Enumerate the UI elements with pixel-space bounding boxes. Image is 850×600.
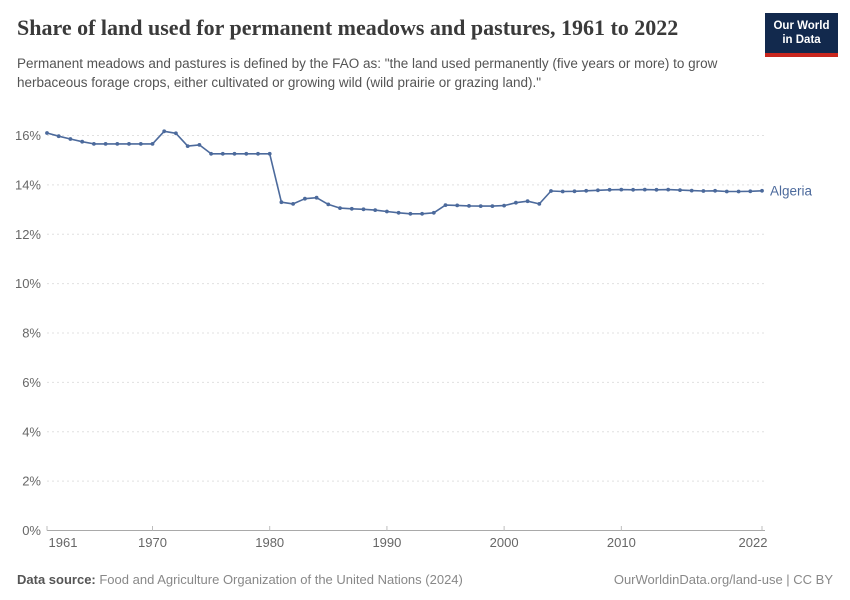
data-point[interactable]: [713, 188, 717, 193]
data-point[interactable]: [607, 187, 612, 192]
x-axis-tick-label: 1970: [138, 535, 167, 550]
data-point[interactable]: [748, 189, 753, 194]
data-point[interactable]: [420, 211, 424, 216]
data-point[interactable]: [349, 206, 354, 211]
chart-header: Share of land used for permanent meadows…: [17, 12, 789, 92]
data-point[interactable]: [373, 208, 378, 213]
data-point[interactable]: [678, 188, 682, 193]
data-point[interactable]: [443, 203, 448, 208]
chart-title: Share of land used for permanent meadows…: [17, 15, 679, 40]
credit-link[interactable]: OurWorldinData.org/land-use | CC BY: [613, 572, 833, 587]
y-axis-tick-label: 14%: [15, 177, 41, 192]
series-end-label[interactable]: Algeria: [770, 183, 813, 198]
data-point[interactable]: [490, 204, 495, 209]
data-point[interactable]: [232, 151, 237, 156]
x-axis-tick-label: 1990: [372, 535, 401, 550]
data-point[interactable]: [642, 187, 647, 192]
data-point[interactable]: [68, 137, 73, 141]
x-axis-tick-label: 1980: [255, 535, 284, 550]
data-point[interactable]: [138, 142, 143, 146]
data-point[interactable]: [209, 151, 214, 156]
data-point[interactable]: [174, 131, 178, 136]
data-point[interactable]: [572, 189, 577, 194]
data-point[interactable]: [514, 200, 518, 205]
chart-subtitle: Permanent meadows and pastures is define…: [17, 56, 718, 90]
data-point[interactable]: [361, 207, 366, 212]
data-point[interactable]: [584, 188, 589, 193]
data-point[interactable]: [537, 202, 542, 206]
y-axis-tick-label: 8%: [22, 326, 41, 341]
data-point[interactable]: [279, 200, 284, 205]
data-point[interactable]: [689, 188, 694, 193]
owid-logo-line1: Our World: [773, 20, 830, 32]
data-point[interactable]: [596, 188, 600, 193]
data-point[interactable]: [736, 189, 741, 194]
data-point[interactable]: [396, 210, 401, 215]
data-point[interactable]: [560, 189, 565, 194]
chart-footer: Data source: Food and Agriculture Organi…: [17, 572, 833, 587]
data-point[interactable]: [80, 139, 85, 144]
data-point[interactable]: [760, 188, 764, 193]
y-axis-tick-label: 10%: [15, 276, 41, 291]
data-point[interactable]: [549, 189, 553, 193]
data-point[interactable]: [162, 129, 167, 134]
data-source: Data source: Food and Agriculture Organi…: [17, 572, 463, 587]
data-point[interactable]: [291, 202, 295, 206]
y-axis-tick-label: 16%: [15, 128, 41, 143]
data-point[interactable]: [303, 196, 307, 201]
owid-logo-line2: in Data: [782, 33, 821, 46]
x-axis-tick-label: 1961: [49, 535, 78, 550]
data-point[interactable]: [619, 187, 624, 192]
data-point[interactable]: [115, 142, 120, 146]
data-point[interactable]: [220, 151, 225, 156]
data-point[interactable]: [631, 187, 635, 192]
x-axis-tick-label: 2000: [490, 535, 519, 550]
x-axis-tick-label: 2022: [739, 535, 768, 550]
data-point[interactable]: [724, 189, 729, 194]
data-point[interactable]: [431, 210, 436, 215]
owid-logo[interactable]: Our World in Data: [765, 13, 838, 57]
data-point[interactable]: [56, 134, 61, 139]
y-axis-tick-label: 6%: [22, 375, 41, 390]
data-point[interactable]: [197, 143, 202, 147]
data-point[interactable]: [103, 142, 108, 146]
owid-logo-red-bar: [765, 53, 838, 57]
data-source-text: Food and Agriculture Organization of the…: [95, 572, 463, 587]
data-point[interactable]: [326, 202, 331, 207]
data-point[interactable]: [525, 199, 530, 204]
data-point[interactable]: [502, 203, 506, 208]
data-point[interactable]: [701, 189, 706, 193]
data-point[interactable]: [467, 204, 471, 208]
y-axis-tick-label: 4%: [22, 424, 41, 439]
data-point[interactable]: [244, 151, 249, 156]
y-axis-tick-label: 2%: [22, 474, 41, 489]
data-point[interactable]: [455, 203, 460, 208]
x-axis-tick-label: 2010: [607, 535, 636, 550]
data-point[interactable]: [478, 204, 483, 209]
series-line-algeria[interactable]: [46, 130, 763, 215]
data-point[interactable]: [45, 131, 49, 135]
data-point[interactable]: [185, 144, 190, 149]
data-point[interactable]: [314, 195, 319, 200]
data-point[interactable]: [150, 142, 155, 146]
data-point[interactable]: [666, 187, 671, 192]
data-point[interactable]: [127, 142, 131, 146]
y-axis-tick-label: 12%: [15, 227, 41, 242]
data-point[interactable]: [256, 151, 260, 156]
data-point[interactable]: [408, 211, 413, 216]
data-point[interactable]: [654, 187, 659, 192]
data-point[interactable]: [385, 209, 389, 214]
data-point[interactable]: [338, 206, 342, 211]
data-point[interactable]: [92, 142, 96, 146]
data-source-label: Data source:: [17, 572, 96, 587]
y-axis-tick-label: 0%: [22, 523, 41, 538]
data-point[interactable]: [267, 151, 272, 156]
